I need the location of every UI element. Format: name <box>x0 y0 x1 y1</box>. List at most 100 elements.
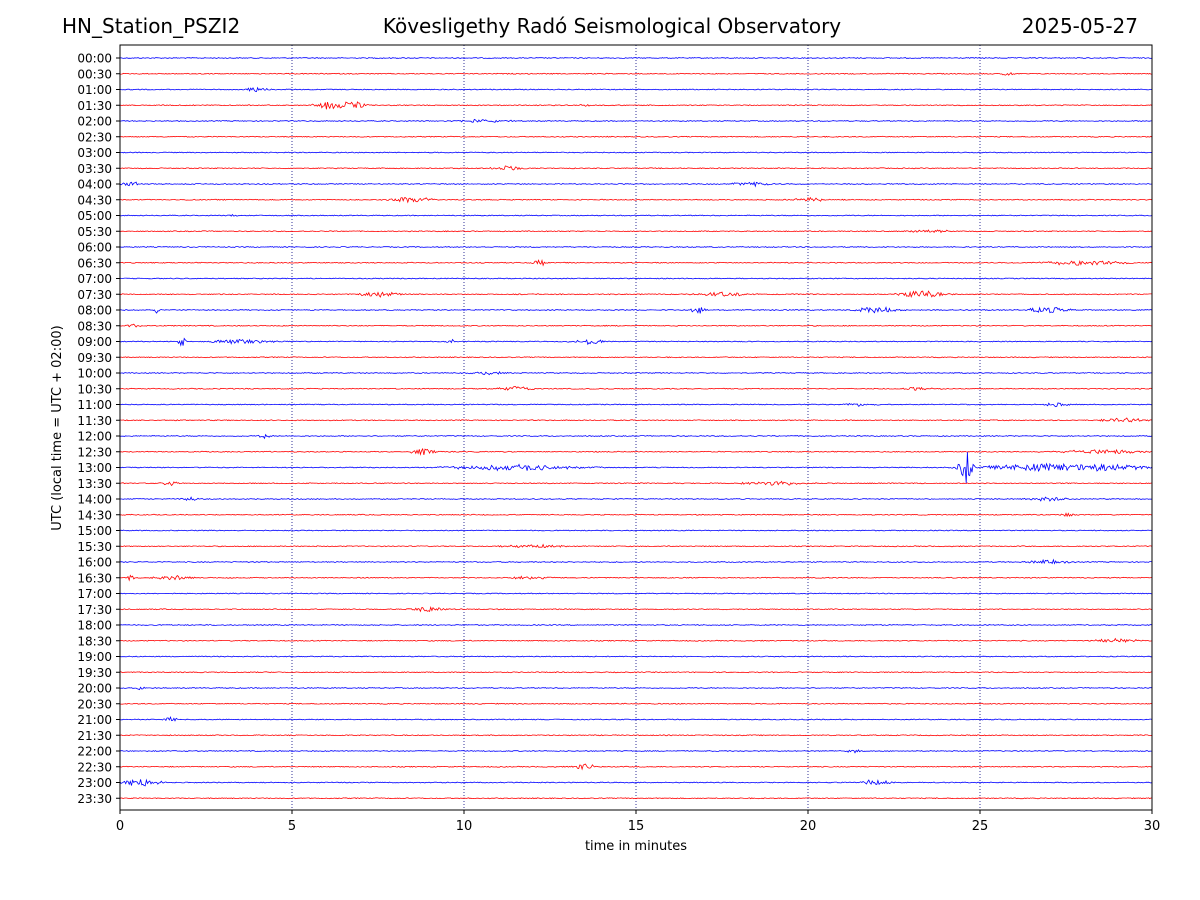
trace-row <box>119 277 1153 280</box>
row-label: 02:00 <box>77 115 112 129</box>
x-tick-label: 10 <box>456 819 473 834</box>
row-label: 23:30 <box>77 792 112 806</box>
trace-row <box>119 778 1153 787</box>
row-label: 16:00 <box>77 556 112 570</box>
row-label: 12:00 <box>77 430 112 444</box>
trace-row <box>119 797 1152 800</box>
row-label: 17:00 <box>77 587 112 601</box>
trace-row <box>119 592 1153 595</box>
chart-title: Kövesligethy Radó Seismological Observat… <box>382 14 842 38</box>
trace-row <box>119 749 1152 754</box>
trace-row <box>119 57 1153 59</box>
y-axis-label: UTC (local time = UTC + 02:00) <box>50 325 65 530</box>
row-label: 23:00 <box>77 776 112 790</box>
row-label: 06:00 <box>77 241 112 255</box>
row-label: 08:30 <box>77 319 112 333</box>
row-label: 07:00 <box>77 272 112 286</box>
trace-row <box>119 512 1153 518</box>
row-label: 04:30 <box>77 193 112 207</box>
trace-row <box>119 165 1153 171</box>
trace-row <box>120 671 1153 674</box>
row-label: 21:30 <box>77 729 112 743</box>
trace-row <box>119 371 1153 376</box>
trace-row <box>119 637 1153 644</box>
trace-row <box>119 246 1153 248</box>
row-label: 11:00 <box>77 398 112 412</box>
row-label: 22:00 <box>77 745 112 759</box>
row-label: 22:30 <box>77 760 112 774</box>
trace-row <box>119 118 1152 123</box>
row-label: 19:30 <box>77 666 112 680</box>
row-label: 15:30 <box>77 540 112 554</box>
row-label: 06:30 <box>77 256 112 270</box>
row-label: 05:00 <box>77 209 112 223</box>
trace-row <box>119 529 1153 532</box>
trace-row <box>119 323 1152 328</box>
trace-row <box>119 356 1152 359</box>
row-label: 01:00 <box>77 83 112 97</box>
trace-row <box>119 229 1153 234</box>
row-label: 18:30 <box>77 634 112 648</box>
trace-row <box>119 558 1153 565</box>
trace-row <box>120 151 1153 154</box>
trace-row <box>120 715 1153 722</box>
row-label: 20:00 <box>77 682 112 696</box>
row-label: 03:00 <box>77 146 112 160</box>
x-tick-label: 0 <box>116 819 124 834</box>
row-label: 11:30 <box>77 414 112 428</box>
trace-row <box>120 213 1153 217</box>
trace-row <box>119 433 1153 440</box>
station-name: HN_Station_PSZI2 <box>62 14 241 38</box>
trace-row <box>119 686 1153 691</box>
trace-lines <box>119 57 1153 800</box>
x-axis-label: time in minutes <box>585 839 687 854</box>
row-label: 08:00 <box>77 304 112 318</box>
trace-row <box>119 259 1153 267</box>
trace-row <box>119 337 1153 347</box>
row-label: 14:00 <box>77 493 112 507</box>
trace-row <box>119 624 1153 626</box>
trace-row <box>119 655 1153 658</box>
trace-row <box>119 417 1153 423</box>
trace-row <box>119 196 1153 204</box>
row-label: 19:00 <box>77 650 112 664</box>
row-label: 14:30 <box>77 508 112 522</box>
trace-row <box>119 496 1153 502</box>
trace-row <box>119 702 1153 705</box>
row-label: 10:30 <box>77 382 112 396</box>
trace-row <box>119 86 1153 93</box>
row-label: 01:30 <box>77 99 112 113</box>
trace-row <box>119 290 1152 299</box>
chart-date: 2025-05-27 <box>1021 14 1138 38</box>
trace-row <box>119 402 1153 408</box>
trace-row <box>119 763 1153 771</box>
x-tick-label: 15 <box>628 819 645 834</box>
trace-row <box>119 306 1153 314</box>
row-label: 18:00 <box>77 619 112 633</box>
x-tick-label: 30 <box>1144 819 1161 834</box>
trace-row <box>119 101 1153 110</box>
row-label: 02:30 <box>77 130 112 144</box>
row-label: 09:00 <box>77 335 112 349</box>
x-tick-label: 5 <box>288 819 296 834</box>
row-label: 21:00 <box>77 713 112 727</box>
row-label: 05:30 <box>77 225 112 239</box>
row-label: 17:30 <box>77 603 112 617</box>
row-label: 07:30 <box>77 288 112 302</box>
trace-row <box>119 543 1153 549</box>
row-label: 16:30 <box>77 571 112 585</box>
trace-row <box>119 574 1153 582</box>
trace-row <box>119 480 1153 487</box>
trace-row <box>119 605 1153 613</box>
trace-row <box>119 386 1153 391</box>
trace-row <box>119 135 1153 138</box>
row-label: 13:00 <box>77 461 112 475</box>
row-label: 13:30 <box>77 477 112 491</box>
row-label: 10:00 <box>77 367 112 381</box>
x-axis-ticks: 0 5 10 15 20 25 30 <box>116 810 1160 834</box>
row-label: 03:30 <box>77 162 112 176</box>
row-label: 20:30 <box>77 697 112 711</box>
trace-row <box>119 72 1152 76</box>
